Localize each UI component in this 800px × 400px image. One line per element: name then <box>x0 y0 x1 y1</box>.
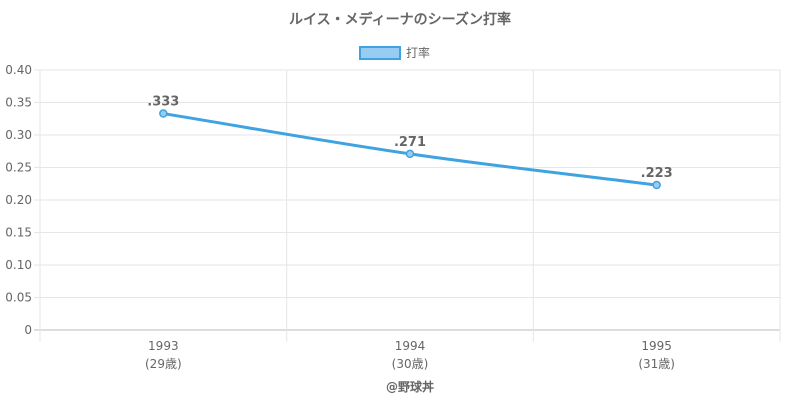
y-axis: 0 0.05 0.10 0.15 0.20 0.25 0.30 0.35 0.40 <box>5 63 32 337</box>
x-tick-sublabel: (31歳) <box>638 357 675 371</box>
y-tick-label: 0.20 <box>5 193 32 207</box>
y-tick-label: 0.05 <box>5 291 32 305</box>
legend-label: 打率 <box>406 45 430 60</box>
x-tick-sublabel: (30歳) <box>392 357 429 371</box>
x-tick-label: 1995 <box>641 339 672 353</box>
x-tick-label: 1994 <box>395 339 426 353</box>
x-tick-sublabel: (29歳) <box>145 357 182 371</box>
y-tick-label: 0.10 <box>5 258 32 272</box>
data-label: .223 <box>641 166 673 181</box>
legend: 打率 <box>359 45 430 60</box>
legend-swatch <box>359 46 401 60</box>
y-tick-label: 0.35 <box>5 96 32 110</box>
data-point <box>405 149 415 159</box>
x-axis: 1993 (29歳) 1994 (30歳) 1995 (31歳) <box>145 339 675 371</box>
grid <box>34 69 781 342</box>
y-tick-label: 0.30 <box>5 128 32 142</box>
data-label: .271 <box>394 135 426 150</box>
y-tick-label: 0.15 <box>5 226 32 240</box>
data-label: .333 <box>147 95 179 110</box>
data-point <box>652 180 661 190</box>
chart-title: ルイス・メディーナのシーズン打率 <box>289 11 511 28</box>
footer-credit: @野球丼 <box>386 379 434 394</box>
y-tick-label: 0.25 <box>5 161 32 175</box>
series-line: .333 .271 .223 <box>147 95 673 190</box>
y-tick-label: 0 <box>24 323 32 337</box>
data-point <box>159 109 168 118</box>
x-tick-label: 1993 <box>148 339 179 353</box>
y-tick-label: 0.40 <box>5 63 32 77</box>
